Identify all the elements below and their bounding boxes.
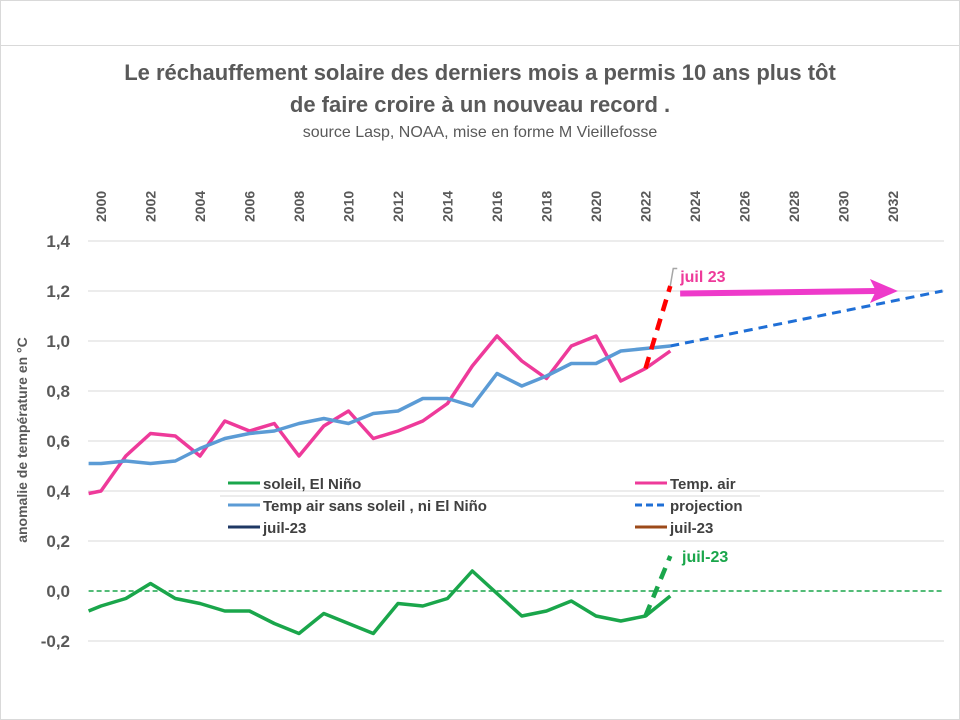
x-tick-label: 2022 (638, 191, 654, 222)
x-tick-label: 2030 (836, 191, 852, 222)
annotation-juil-23-green: juil-23 (681, 549, 728, 566)
series-line-projection (670, 289, 943, 348)
callout-leader (669, 267, 678, 287)
y-tick-label: 0,0 (46, 582, 70, 601)
y-tick-label: 0,8 (46, 382, 70, 401)
x-tick-label: 2006 (242, 191, 258, 222)
y-axis-label: anomalie de température en °C (14, 337, 30, 543)
series-line-soleil-el-ni-o (87, 569, 672, 636)
annotation-juil-23-pink: juil 23 (679, 269, 725, 286)
x-tick-label: 2012 (390, 191, 406, 222)
legend-label: juil-23 (262, 520, 306, 537)
x-tick-label: 2010 (341, 191, 357, 222)
top-divider (0, 45, 960, 46)
x-tick-label: 2014 (440, 191, 456, 222)
legend-label: projection (670, 498, 743, 515)
y-tick-label: 1,0 (46, 332, 70, 351)
y-tick-label: 1,2 (46, 282, 70, 301)
x-tick-label: 2024 (687, 191, 703, 222)
y-tick-label: 1,4 (46, 232, 70, 251)
series-line-juil-23 (643, 285, 673, 370)
x-tick-label: 2018 (539, 191, 555, 222)
x-tick-label: 2032 (885, 191, 901, 222)
series-line-temp-air (88, 334, 672, 496)
chart-subtitle: source Lasp, NOAA, mise en forme M Vieil… (302, 124, 658, 141)
x-tick-label: 2028 (786, 191, 802, 222)
y-tick-label: 0,6 (46, 432, 70, 451)
x-tick-label: 2002 (143, 191, 159, 222)
legend-label: juil-23 (669, 520, 713, 537)
x-tick-label: 2008 (291, 191, 307, 222)
legend-label: Temp. air (670, 476, 736, 493)
x-tick-label: 2000 (93, 191, 109, 222)
x-tick-label: 2020 (588, 191, 604, 222)
chart-title-line-1: Le réchauffement solaire des derniers mo… (124, 60, 836, 85)
x-tick-label: 2016 (489, 191, 505, 222)
arrow-head-icon (869, 279, 898, 303)
legend-label: Temp air sans soleil , ni El Niño (263, 498, 487, 515)
y-tick-label: -0,2 (41, 632, 70, 651)
y-tick-label: 0,4 (46, 482, 70, 501)
x-tick-label: 2026 (737, 191, 753, 222)
legend-label: soleil, El Niño (263, 476, 361, 493)
series-line-temp-air-sans-soleil-ni-el-ni-o (88, 344, 671, 466)
y-tick-label: 0,2 (46, 532, 70, 551)
arrow-shaft (680, 288, 876, 297)
chart-title-line-2: de faire croire à un nouveau record . (289, 92, 671, 117)
series-line-juil-23 (643, 555, 673, 617)
x-tick-label: 2004 (192, 191, 208, 222)
